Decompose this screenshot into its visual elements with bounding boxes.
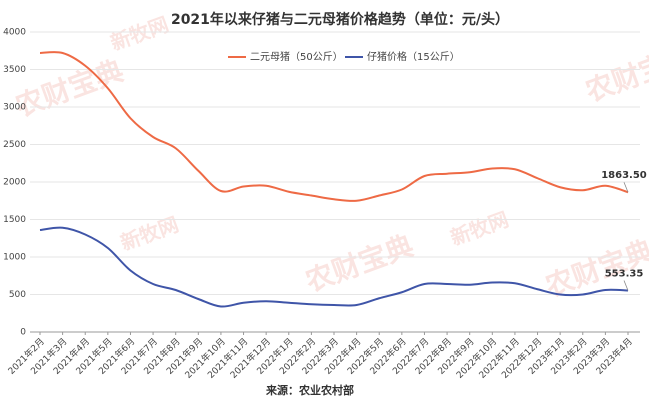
- series-line: [39, 226, 629, 308]
- y-tick-label: 1500: [3, 215, 26, 225]
- y-tick-label: 3500: [3, 65, 26, 75]
- watermark: 农财宝典: [300, 229, 417, 299]
- label-leader: [623, 182, 629, 193]
- data-label: 1863.50: [601, 170, 647, 181]
- watermark: 新牧网: [447, 207, 512, 250]
- watermark: 农财宝典: [580, 39, 649, 109]
- watermark: 新牧网: [107, 12, 172, 55]
- chart-title: 2021年以来仔猪与二元母猪价格趋势（单位：元/头）: [171, 11, 509, 28]
- y-tick-label: 3000: [3, 103, 26, 113]
- series-line: [39, 51, 629, 202]
- source: 来源：农业农村部: [265, 383, 354, 397]
- y-tick-label: 500: [9, 290, 26, 300]
- y-tick-label: 1000: [3, 253, 26, 263]
- label-leader: [623, 280, 629, 291]
- legend-label: 二元母猪（50公斤）: [250, 51, 343, 63]
- legend-label: 仔猪价格（15公斤）: [367, 50, 460, 63]
- y-tick-label: 2500: [3, 140, 26, 150]
- y-tick-label: 4000: [3, 28, 26, 38]
- data-label: 553.35: [605, 268, 644, 279]
- y-tick-label: 2000: [3, 178, 26, 188]
- watermark: 农财宝典: [10, 54, 127, 124]
- y-tick-label: 0: [20, 328, 26, 338]
- watermark: 新牧网: [117, 212, 182, 255]
